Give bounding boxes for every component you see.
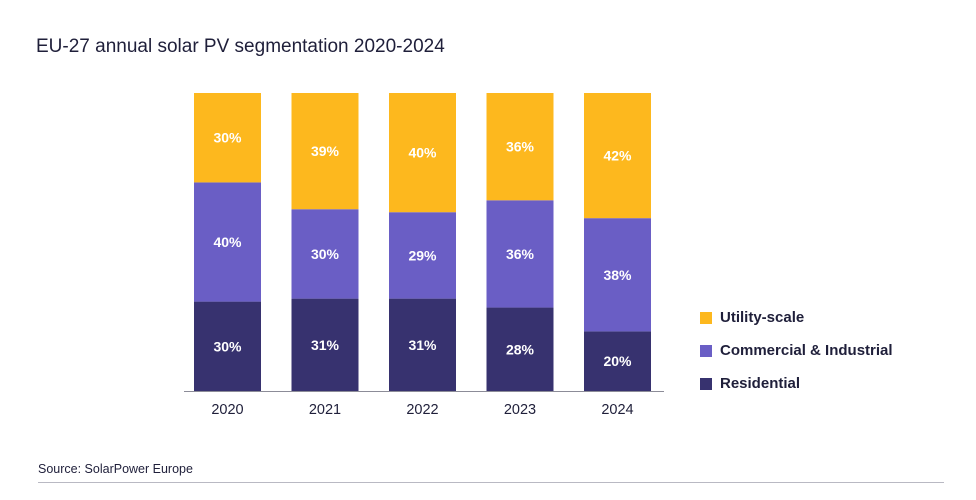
legend: Utility-scale Commercial & Industrial Re… [700,308,893,393]
bar-2023-utility-scale [486,93,554,201]
bar-2024-utility-scale [584,93,651,219]
data-label-2023-utility-scale: 36% [506,139,535,155]
data-label-2021-utility-scale: 39% [311,143,340,159]
x-tick-label-2021: 2021 [309,402,341,418]
legend-swatch-utility-scale [700,311,712,324]
x-tick-label-2024: 2024 [601,402,633,418]
data-label-2020-commercial-industrial: 40% [213,234,242,250]
data-label-2021-residential: 31% [311,337,340,353]
data-label-2021-commercial-industrial: 30% [311,246,340,262]
legend-swatch-commercial-industrial [700,344,712,357]
data-label-2020-residential: 30% [213,338,242,354]
bar-2021-utility-scale [291,93,359,210]
x-tick-label-2020: 2020 [211,402,243,418]
legend-swatch-residential [700,377,712,390]
legend-item-residential: Residential [700,374,893,393]
bars-layer [194,93,651,391]
data-label-2022-commercial-industrial: 29% [408,247,437,263]
legend-item-utility-scale: Utility-scale [700,308,893,327]
data-label-2024-residential: 20% [603,353,632,369]
data-label-2023-commercial-industrial: 36% [506,246,535,262]
bar-2024-commercial-industrial [584,218,651,332]
bar-2021-commercial-industrial [291,209,359,299]
legend-label-residential: Residential [720,375,801,392]
bar-2021-residential [291,298,359,391]
bar-2022-utility-scale [389,93,456,213]
bar-2024-residential [584,331,651,391]
bar-2020-residential [194,301,261,391]
chart-title: EU-27 annual solar PV segmentation 2020-… [36,36,445,57]
bar-2020-commercial-industrial [194,182,261,302]
x-tick-label-2022: 2022 [406,402,438,418]
x-tick-label-2023: 2023 [504,402,536,418]
data-label-2024-utility-scale: 42% [603,148,632,164]
x-tick-labels-layer: 2020 2021 2022 2023 2024 [211,402,633,418]
bar-2023-residential [486,307,554,391]
data-label-2022-utility-scale: 40% [408,145,437,161]
legend-label-utility-scale: Utility-scale [720,309,805,326]
bar-2022-commercial-industrial [389,212,456,299]
bar-2022-residential [389,298,456,391]
stacked-bar-chart: 30% 40% 30% 31% 30% 39% 31% 29% 40% 28% 36% 36% 20% 3… [184,93,664,418]
data-label-2020-utility-scale: 30% [213,130,242,146]
data-label-2024-commercial-industrial: 38% [603,267,632,283]
bottom-divider [38,482,944,483]
source-note: Source: SolarPower Europe [38,462,193,476]
data-label-2022-residential: 31% [408,337,437,353]
legend-item-commercial-industrial: Commercial & Industrial [700,341,893,360]
bar-2020-utility-scale [194,93,261,183]
data-label-2023-residential: 28% [506,341,535,357]
legend-label-commercial-industrial: Commercial & Industrial [720,342,893,359]
bar-2023-commercial-industrial [486,200,554,308]
value-labels-layer: 30% 40% 30% 31% 30% 39% 31% 29% 40% 28% 36% 36% 20% 3… [213,130,632,370]
